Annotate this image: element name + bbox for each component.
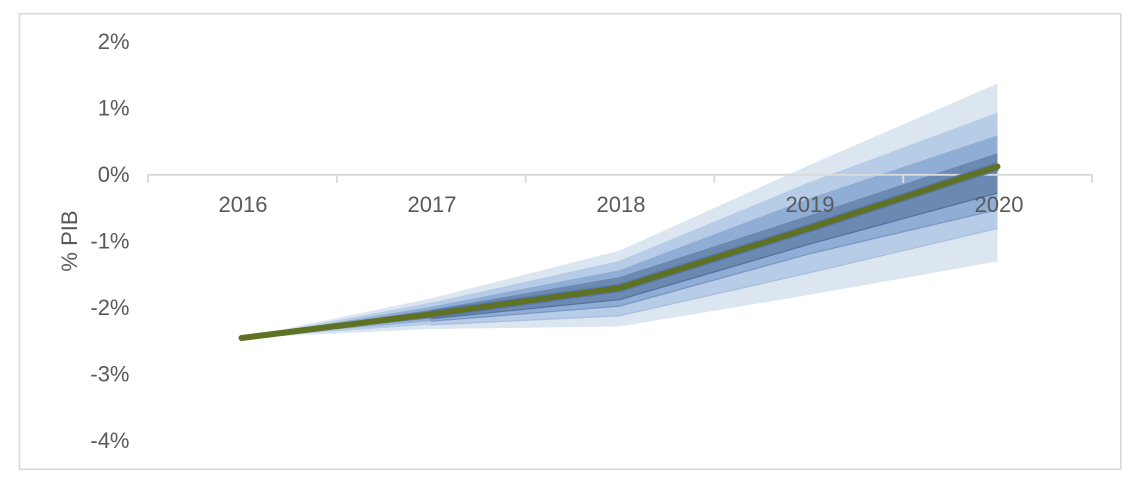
svg-text:-2%: -2%	[90, 295, 129, 320]
svg-text:-3%: -3%	[90, 362, 129, 387]
svg-text:2019: 2019	[786, 192, 835, 217]
svg-text:2%: 2%	[98, 29, 130, 54]
svg-text:2018: 2018	[597, 192, 646, 217]
svg-text:-1%: -1%	[90, 229, 129, 254]
svg-text:2017: 2017	[408, 192, 457, 217]
svg-text:2020: 2020	[975, 192, 1024, 217]
svg-text:2016: 2016	[219, 192, 268, 217]
svg-text:0%: 0%	[98, 162, 130, 187]
svg-text:% PIB: % PIB	[57, 210, 82, 271]
svg-text:-4%: -4%	[90, 428, 129, 453]
svg-text:1%: 1%	[98, 96, 130, 121]
